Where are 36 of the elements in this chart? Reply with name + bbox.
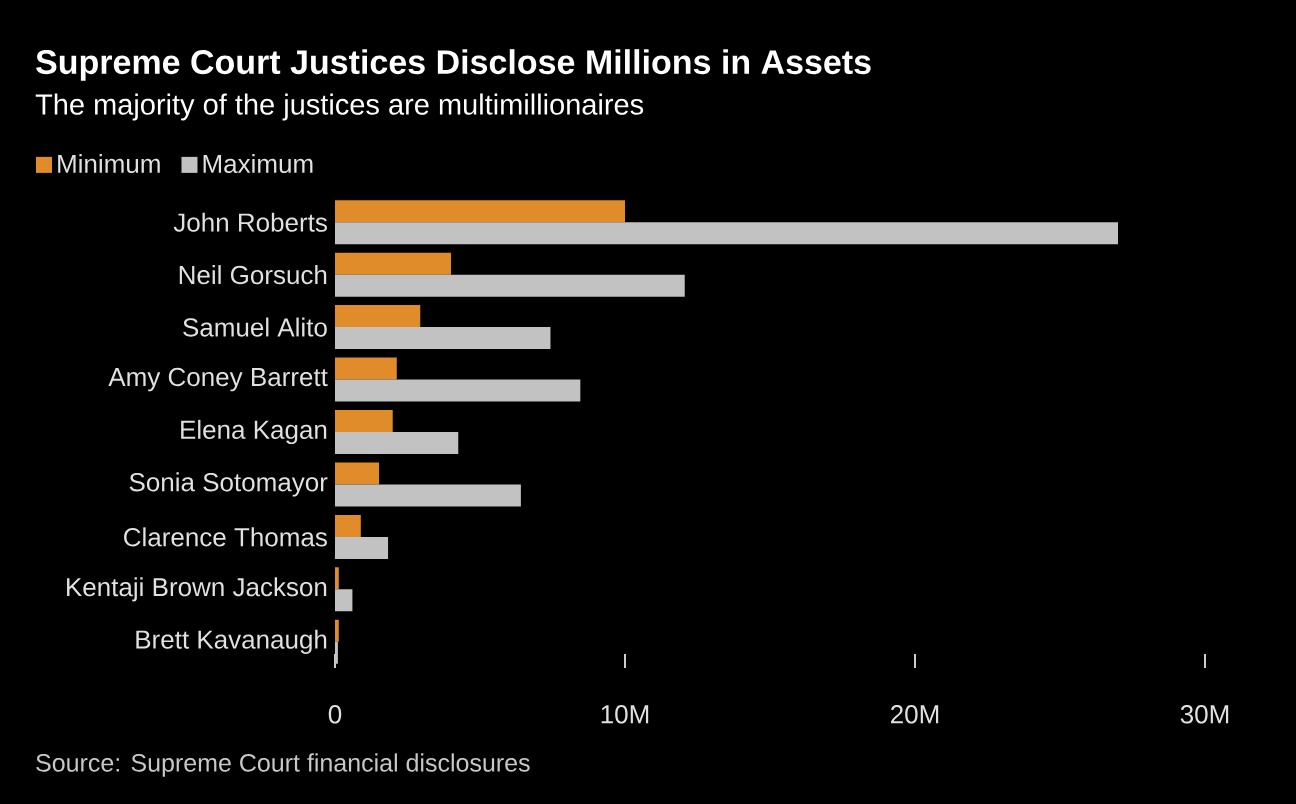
x-tick-label: 10M — [601, 705, 649, 724]
bar — [335, 222, 1118, 245]
chart-subtitle: The majority of the justices are multimillionaires — [35, 93, 644, 121]
y-tick-label: Sonia Sotomayor — [129, 472, 328, 497]
bar — [335, 514, 361, 537]
bar — [335, 484, 521, 507]
bar — [335, 432, 459, 455]
bar — [335, 567, 339, 590]
bar — [335, 200, 625, 223]
chart-title: Supreme Court Justices Disclose Millions in Assets — [36, 49, 871, 81]
bar — [335, 462, 380, 485]
bar — [335, 536, 389, 559]
source-note: Source: Supreme Court financial disclosures — [36, 753, 530, 777]
x-tick-label: 20M — [891, 705, 939, 724]
x-tick-label: 0 — [328, 705, 342, 724]
bar — [335, 619, 339, 642]
bar — [335, 410, 393, 432]
y-tick-label: Clarence Thomas — [124, 527, 327, 547]
bar — [335, 357, 397, 380]
y-tick-label: Elena Kagan — [181, 419, 327, 445]
legend-label: Minimum — [58, 153, 160, 174]
y-tick-label: Amy Coney Barrett — [108, 367, 328, 392]
legend-label: Maximum — [203, 153, 313, 174]
y-tick-label: Brett Kavanaugh — [136, 629, 327, 654]
bar — [335, 379, 581, 402]
bar — [335, 252, 451, 275]
y-tick-label: Neil Gorsuch — [179, 265, 327, 285]
bar — [335, 641, 338, 664]
bar — [335, 305, 421, 328]
bar — [335, 589, 353, 612]
bar — [335, 327, 551, 350]
x-tick-label: 30M — [1180, 705, 1229, 724]
y-tick-label: Kentaji Brown Jackson — [67, 577, 327, 602]
y-tick-label: John Roberts — [173, 212, 327, 232]
y-tick-label: Samuel Alito — [183, 317, 327, 337]
bar — [335, 274, 685, 297]
